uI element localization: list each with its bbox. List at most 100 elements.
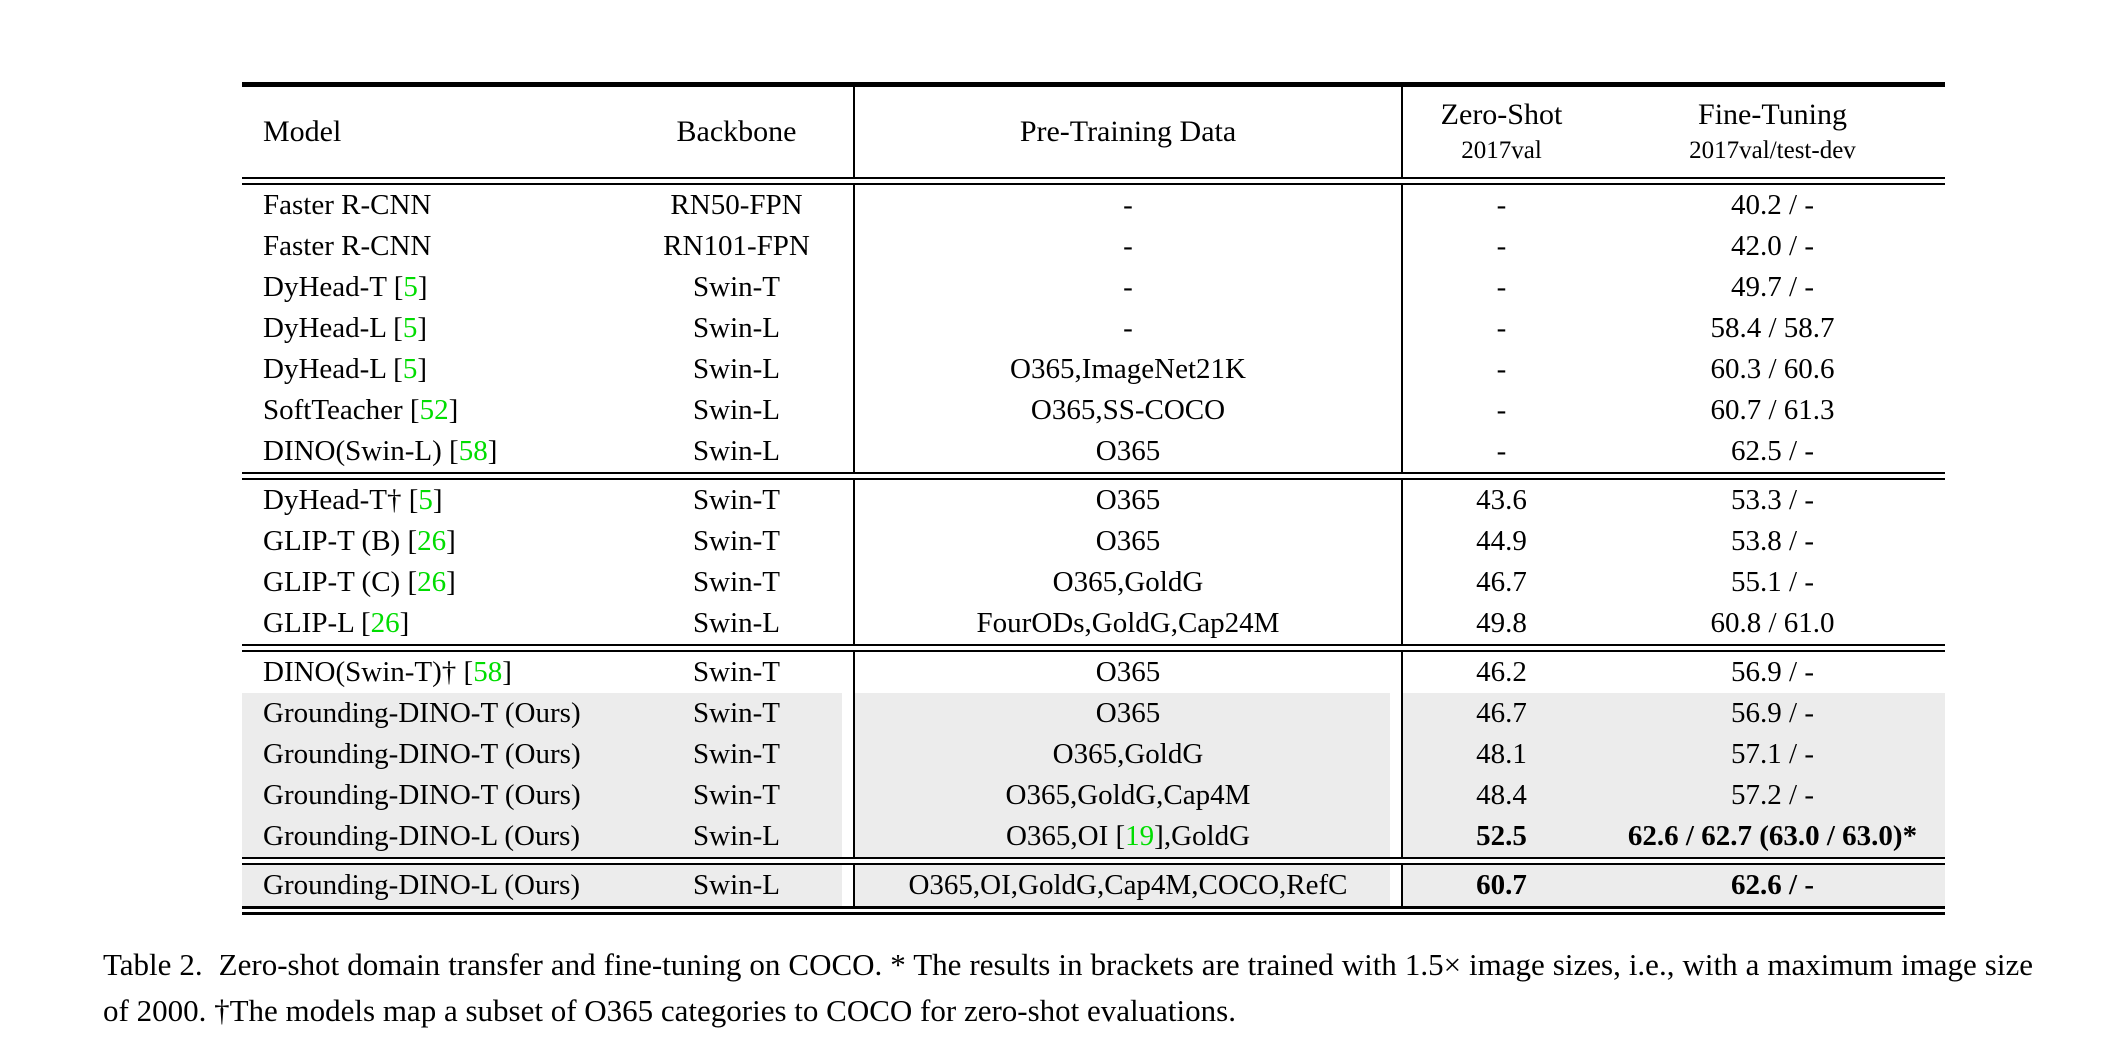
- table-row: DyHead-L [5] Swin-L O365,ImageNet21K - 60.3 …: [242, 349, 1945, 390]
- cell-zeroshot: -: [1496, 312, 1507, 344]
- cell-pretraining: O365,OI,GoldG,Cap4M,COCO,RefC: [853, 865, 1403, 906]
- cell-pretraining: O365,GoldG: [853, 562, 1403, 603]
- cell-zeroshot: 52.5: [1403, 816, 1600, 857]
- cell-backbone: Swin-T: [693, 271, 780, 303]
- citation-link[interactable]: 19: [1125, 820, 1155, 852]
- col-header-model: Model: [242, 87, 620, 177]
- col-header-zeroshot-label: Zero-Shot: [1440, 98, 1563, 131]
- cell-model: SoftTeacher [52]: [263, 394, 459, 426]
- citation-link[interactable]: 5: [402, 312, 418, 344]
- header-bottom-rule: [242, 177, 1945, 185]
- cell-backbone: Swin-L: [693, 353, 780, 385]
- section-divider-rule: [242, 857, 1945, 865]
- cell-pretraining: O365: [853, 652, 1403, 693]
- cell-pretraining: -: [853, 267, 1403, 308]
- cell-backbone: Swin-T: [693, 525, 780, 557]
- table-row: Grounding-DINO-T (Ours) Swin-T O365,GoldG 4…: [242, 734, 1945, 775]
- cell-finetuning: 62.6 / -: [1600, 865, 1945, 906]
- col-header-finetuning-label: Fine-Tuning: [1698, 98, 1847, 131]
- table-row: GLIP-L [26] Swin-L FourODs,GoldG,Cap24M 49.…: [242, 603, 1945, 644]
- cell-backbone: Swin-L: [693, 312, 780, 344]
- table-body: Faster R-CNN RN50-FPN - -40.2 / - Faster R-C…: [242, 185, 1945, 906]
- cell-pretraining: O365: [853, 693, 1403, 734]
- table-row: Faster R-CNN RN101-FPN - - 42.0 / -: [242, 226, 1945, 267]
- citation-link[interactable]: 5: [402, 353, 418, 385]
- cell-pretraining: O365,OI [19],GoldG: [853, 816, 1403, 857]
- table-row: Grounding-DINO-L (Ours) Swin-L O365,OI,Gol…: [242, 865, 1945, 906]
- cell-zeroshot: -: [1496, 230, 1507, 262]
- cell-finetuning: 58.4 / 58.7: [1710, 312, 1835, 344]
- table-section: Faster R-CNN RN50-FPN - -40.2 / - Faster R-C…: [242, 185, 1945, 472]
- table-top-rule: [242, 82, 1945, 87]
- cell-backbone: Swin-T: [693, 566, 780, 598]
- cell-model: GLIP-T (C) [26]: [263, 566, 456, 598]
- citation-link[interactable]: 5: [418, 484, 433, 516]
- cell-backbone: Swin-L: [620, 865, 853, 906]
- cell-model: Grounding-DINO-T (Ours): [242, 734, 620, 775]
- cell-zeroshot: 43.6: [1476, 484, 1527, 516]
- cell-pretraining: O365,ImageNet21K: [853, 349, 1403, 390]
- col-header-zeroshot: Zero-Shot 2017val: [1403, 87, 1600, 177]
- citation-link[interactable]: 58: [458, 435, 488, 467]
- table-row: DyHead-L [5] Swin-L - - 58.4 / 58.7: [242, 308, 1945, 349]
- cell-pretraining: O365: [853, 480, 1403, 521]
- citation-link[interactable]: 26: [417, 566, 447, 598]
- cell-zeroshot: 44.9: [1476, 525, 1527, 557]
- cell-model: Grounding-DINO-L (Ours): [242, 865, 620, 906]
- table-header-row: Model Backbone Pre-Training Data Zero-Sh…: [242, 87, 1945, 177]
- table-section: DyHead-T† [5] Swin-T O365 43.6 53.3 / - GLIP-…: [242, 480, 1945, 644]
- col-header-model-label: Model: [263, 115, 342, 148]
- col-header-finetuning: Fine-Tuning 2017val/test-dev: [1600, 87, 1945, 177]
- cell-finetuning: 56.9 / -: [1600, 693, 1945, 734]
- cell-finetuning: 57.2 / -: [1600, 775, 1945, 816]
- table-bottom-rule: [242, 906, 1945, 915]
- cell-finetuning: 49.7 / -: [1731, 271, 1814, 303]
- cell-model: DINO(Swin-L) [58]: [263, 435, 498, 467]
- cell-model: DyHead-L [5]: [263, 353, 428, 385]
- table-row: DyHead-T [5] Swin-T - - 49.7 / -: [242, 267, 1945, 308]
- citation-link[interactable]: 26: [370, 607, 400, 639]
- cell-zeroshot: -: [1496, 394, 1507, 426]
- cell-pretraining: O365,GoldG: [853, 734, 1403, 775]
- cell-pretraining: -: [853, 226, 1403, 267]
- cell-finetuning: 53.8 / -: [1731, 525, 1814, 557]
- cell-zeroshot: 46.7: [1476, 566, 1527, 598]
- cell-model: GLIP-T (B) [26]: [263, 525, 456, 557]
- cell-pretraining: -: [853, 308, 1403, 349]
- cell-finetuning: 57.1 / -: [1600, 734, 1945, 775]
- citation-link[interactable]: 26: [417, 525, 447, 557]
- cell-finetuning: 56.9 / -: [1731, 656, 1814, 688]
- cell-zeroshot: 49.8: [1476, 607, 1527, 639]
- cell-backbone: Swin-L: [693, 394, 780, 426]
- cell-finetuning: 55.1 / -: [1731, 566, 1814, 598]
- section-divider-rule: [242, 472, 1945, 480]
- cell-pretraining: -: [853, 185, 1403, 226]
- cell-backbone: Swin-L: [693, 435, 780, 467]
- table-row: Grounding-DINO-T (Ours) Swin-T O365,GoldG,…: [242, 775, 1945, 816]
- cell-finetuning: 60.3 / 60.6: [1710, 353, 1835, 385]
- cell-model: Grounding-DINO-T (Ours): [242, 693, 620, 734]
- cell-finetuning: 62.6 / 62.7 (63.0 / 63.0)*: [1600, 816, 1945, 857]
- cell-zeroshot: -: [1496, 189, 1507, 221]
- cell-finetuning: 62.5 / -: [1731, 435, 1814, 467]
- citation-link[interactable]: 58: [473, 656, 503, 688]
- cell-model: DyHead-L [5]: [263, 312, 428, 344]
- cell-backbone: Swin-L: [620, 816, 853, 857]
- citation-link[interactable]: 5: [403, 271, 418, 303]
- cell-zeroshot: -: [1496, 353, 1507, 385]
- col-header-backbone-label: Backbone: [676, 115, 797, 148]
- table-row: Grounding-DINO-L (Ours) Swin-L O365,OI [19…: [242, 816, 1945, 857]
- cell-finetuning: 40.2 / -: [1731, 189, 1814, 221]
- cell-zeroshot: 60.7: [1403, 865, 1600, 906]
- table-row: DyHead-T† [5] Swin-T O365 43.6 53.3 / -: [242, 480, 1945, 521]
- cell-model: Faster R-CNN: [263, 189, 432, 221]
- cell-finetuning: 60.7 / 61.3: [1710, 394, 1835, 426]
- cell-model: DINO(Swin-T)† [58]: [263, 656, 512, 688]
- cell-model: DyHead-T† [5]: [263, 484, 443, 516]
- citation-link[interactable]: 52: [419, 394, 449, 426]
- col-header-backbone: Backbone: [620, 87, 853, 177]
- cell-backbone: RN101-FPN: [663, 230, 810, 262]
- cell-model: Grounding-DINO-L (Ours): [242, 816, 620, 857]
- cell-zeroshot: -: [1496, 435, 1507, 467]
- cell-zeroshot: 48.4: [1403, 775, 1600, 816]
